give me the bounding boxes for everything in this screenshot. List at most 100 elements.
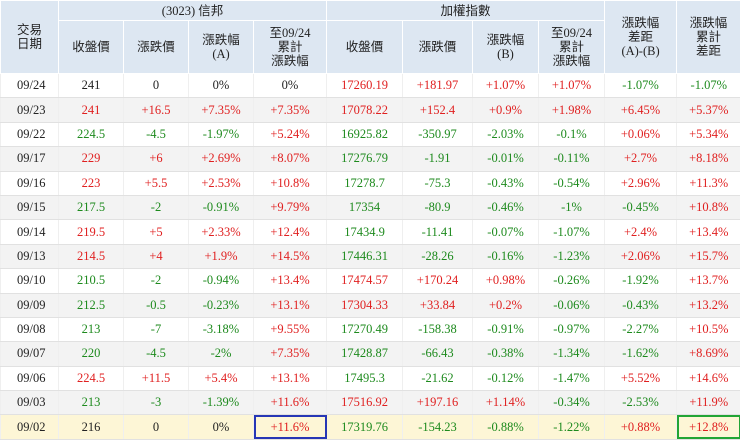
- index-close-cell: 17078.22: [327, 98, 403, 122]
- stock-close-cell: 217.5: [59, 195, 124, 219]
- index-close-cell: 17516.92: [327, 391, 403, 415]
- index-close-cell: 17319.76: [327, 415, 403, 439]
- cum-diff-cell: +10.5%: [677, 317, 740, 341]
- diff-cell: +5.52%: [605, 366, 677, 390]
- stock-close-cell: 229: [59, 147, 124, 171]
- stock-cum-cell: +13.1%: [254, 293, 327, 317]
- cum-diff-cell: +12.8%: [677, 415, 740, 439]
- header-date: 交易日期: [1, 1, 59, 74]
- stock-pct-cell: -1.39%: [189, 391, 254, 415]
- date-cell: 09/03: [1, 391, 59, 415]
- header-diff: 漲跌幅差距(A)-(B): [605, 1, 677, 74]
- stock-close-cell: 216: [59, 415, 124, 439]
- cum-diff-cell: -1.07%: [677, 74, 740, 98]
- index-change-cell: -350.97: [403, 122, 473, 146]
- stock-cum-cell: +9.55%: [254, 317, 327, 341]
- stock-change-cell: +5: [124, 220, 189, 244]
- index-close-cell: 17270.49: [327, 317, 403, 341]
- index-pct-cell: -2.03%: [473, 122, 539, 146]
- stock-close-cell: 219.5: [59, 220, 124, 244]
- index-pct-cell: -0.88%: [473, 415, 539, 439]
- date-cell: 09/10: [1, 269, 59, 293]
- index-change-cell: +33.84: [403, 293, 473, 317]
- stock-cum-cell: +11.6%: [254, 391, 327, 415]
- index-change-cell: -80.9: [403, 195, 473, 219]
- index-cum-cell: -1.34%: [539, 342, 605, 366]
- diff-cell: +2.96%: [605, 171, 677, 195]
- date-cell: 09/23: [1, 98, 59, 122]
- header-index-pct: 漲跌幅(B): [473, 21, 539, 74]
- stock-change-cell: -2: [124, 195, 189, 219]
- stock-change-cell: +6: [124, 147, 189, 171]
- diff-cell: -1.92%: [605, 269, 677, 293]
- index-pct-cell: -0.01%: [473, 147, 539, 171]
- stock-cum-cell: +13.4%: [254, 269, 327, 293]
- stock-close-cell: 212.5: [59, 293, 124, 317]
- index-change-cell: +181.97: [403, 74, 473, 98]
- date-cell: 09/14: [1, 220, 59, 244]
- cum-diff-cell: +13.7%: [677, 269, 740, 293]
- index-close-cell: 17278.7: [327, 171, 403, 195]
- stock-change-cell: +4: [124, 244, 189, 268]
- index-cum-cell: -0.11%: [539, 147, 605, 171]
- stock-pct-cell: -0.94%: [189, 269, 254, 293]
- stock-change-cell: -3: [124, 391, 189, 415]
- header-stock-pct: 漲跌幅(A): [189, 21, 254, 74]
- index-change-cell: +197.16: [403, 391, 473, 415]
- stock-close-cell: 214.5: [59, 244, 124, 268]
- header-index-change: 漲跌價: [403, 21, 473, 74]
- header-group-index: 加權指數: [327, 1, 605, 21]
- diff-cell: -0.45%: [605, 195, 677, 219]
- diff-cell: -2.53%: [605, 391, 677, 415]
- index-pct-cell: -0.46%: [473, 195, 539, 219]
- stock-pct-cell: -1.97%: [189, 122, 254, 146]
- index-change-cell: -75.3: [403, 171, 473, 195]
- diff-cell: -2.27%: [605, 317, 677, 341]
- stock-pct-cell: -2%: [189, 342, 254, 366]
- index-cum-cell: -1.22%: [539, 415, 605, 439]
- index-cum-cell: +1.98%: [539, 98, 605, 122]
- stock-close-cell: 241: [59, 98, 124, 122]
- stock-pct-cell: +7.35%: [189, 98, 254, 122]
- stock-close-cell: 224.5: [59, 122, 124, 146]
- diff-cell: +0.88%: [605, 415, 677, 439]
- stock-pct-cell: 0%: [189, 415, 254, 439]
- date-cell: 09/13: [1, 244, 59, 268]
- index-change-cell: +152.4: [403, 98, 473, 122]
- date-cell: 09/07: [1, 342, 59, 366]
- date-cell: 09/22: [1, 122, 59, 146]
- cum-diff-cell: +8.18%: [677, 147, 740, 171]
- header-group-stock: (3023) 信邦: [59, 1, 327, 21]
- index-change-cell: -1.91: [403, 147, 473, 171]
- diff-cell: +0.06%: [605, 122, 677, 146]
- stock-pct-cell: +2.33%: [189, 220, 254, 244]
- index-pct-cell: -0.38%: [473, 342, 539, 366]
- index-close-cell: 17304.33: [327, 293, 403, 317]
- index-close-cell: 16925.82: [327, 122, 403, 146]
- diff-cell: -0.43%: [605, 293, 677, 317]
- index-cum-cell: -0.1%: [539, 122, 605, 146]
- stock-close-cell: 224.5: [59, 366, 124, 390]
- index-pct-cell: +1.14%: [473, 391, 539, 415]
- index-close-cell: 17474.57: [327, 269, 403, 293]
- cum-diff-cell: +10.8%: [677, 195, 740, 219]
- diff-cell: +2.4%: [605, 220, 677, 244]
- stock-change-cell: -2: [124, 269, 189, 293]
- diff-cell: +2.06%: [605, 244, 677, 268]
- stock-pct-cell: +1.9%: [189, 244, 254, 268]
- date-cell: 09/08: [1, 317, 59, 341]
- index-cum-cell: -1%: [539, 195, 605, 219]
- index-cum-cell: +1.07%: [539, 74, 605, 98]
- index-cum-cell: -0.97%: [539, 317, 605, 341]
- index-change-cell: -66.43: [403, 342, 473, 366]
- stock-pct-cell: -0.91%: [189, 195, 254, 219]
